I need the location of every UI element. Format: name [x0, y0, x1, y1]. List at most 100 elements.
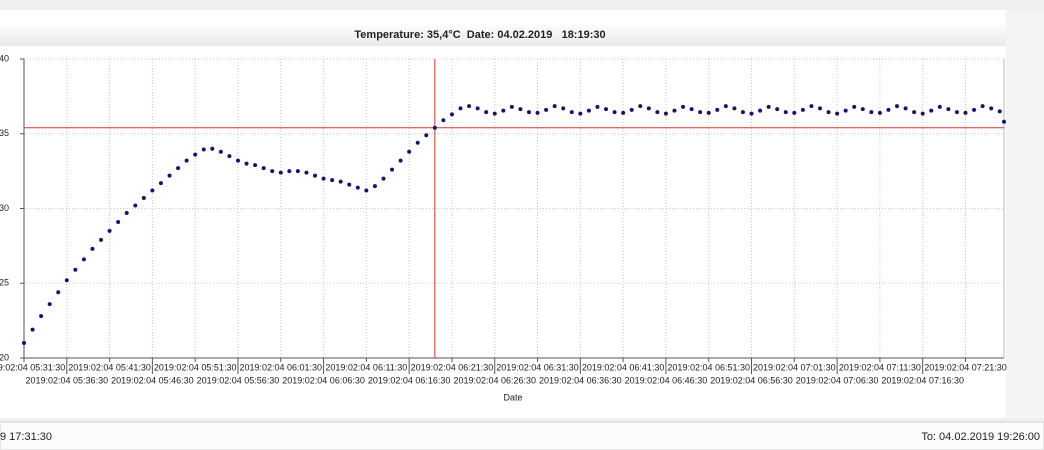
x-tick-label: 2019:02:04 05:46:30	[111, 375, 194, 385]
data-point	[381, 176, 386, 181]
data-point	[201, 147, 206, 152]
data-point	[758, 108, 763, 113]
x-tick-label: 2019:02:04 07:11:30	[839, 362, 921, 372]
data-point	[347, 182, 352, 187]
data-point	[158, 181, 163, 186]
data-point	[997, 109, 1002, 114]
data-point	[681, 104, 686, 109]
data-point	[980, 104, 985, 109]
data-point	[715, 107, 720, 112]
x-tick-label: 2019:02:04 06:56:30	[710, 375, 793, 385]
data-point	[843, 108, 848, 113]
data-point	[133, 203, 138, 208]
data-point	[1002, 119, 1006, 124]
data-point	[586, 108, 591, 113]
data-point	[295, 169, 300, 174]
data-point	[895, 104, 900, 109]
data-point	[56, 290, 61, 295]
data-point	[732, 106, 737, 111]
chart-title: Temperature: 35,4°C Date: 04.02.2019 18:…	[354, 29, 605, 41]
data-point	[920, 111, 925, 116]
data-point	[141, 196, 146, 201]
data-point	[972, 107, 977, 112]
data-point	[73, 267, 78, 272]
data-point	[484, 110, 489, 115]
title-band	[0, 24, 1006, 46]
data-point	[90, 246, 95, 251]
y-tick-label: 20	[0, 352, 9, 362]
data-point	[424, 133, 429, 138]
data-point	[595, 104, 600, 109]
data-point	[629, 107, 634, 112]
data-point	[638, 104, 643, 109]
x-tick-label: 2019:02:04 07:06:30	[796, 375, 879, 385]
data-point	[407, 149, 412, 154]
data-point	[287, 169, 292, 174]
y-tick-label: 40	[0, 53, 9, 63]
data-point	[826, 110, 831, 115]
data-point	[64, 278, 69, 283]
data-point	[869, 110, 874, 115]
data-point	[706, 110, 711, 115]
data-point	[475, 106, 480, 111]
data-point	[432, 125, 437, 130]
data-point	[184, 158, 189, 163]
data-point	[270, 169, 275, 174]
data-point	[689, 107, 694, 112]
data-point	[912, 110, 917, 115]
x-tick-label: 2019:02:04 05:36:30	[26, 375, 109, 385]
data-point	[903, 106, 908, 111]
footer-bar	[0, 421, 1044, 450]
data-point	[783, 110, 788, 115]
data-point	[886, 107, 891, 112]
data-point	[313, 173, 318, 178]
data-point	[304, 170, 309, 175]
x-tick-label: 2019:02:04 06:41:30	[582, 362, 665, 372]
data-point	[698, 110, 703, 115]
data-point	[655, 110, 660, 115]
data-point	[321, 176, 326, 181]
data-point	[364, 188, 369, 193]
data-point	[253, 163, 258, 168]
data-point	[792, 110, 797, 115]
data-point	[210, 146, 215, 151]
data-point	[672, 108, 677, 113]
data-point	[518, 107, 523, 112]
data-point	[749, 111, 754, 116]
data-point	[740, 110, 745, 115]
x-tick-label: 2019:02:04 05:56:30	[197, 375, 280, 385]
data-point	[946, 107, 951, 112]
x-tick-label: 2019:02:04 07:16:30	[881, 375, 964, 385]
data-point	[860, 107, 865, 112]
data-point	[937, 104, 942, 109]
data-point	[646, 106, 651, 111]
data-point	[372, 184, 377, 189]
data-point	[39, 314, 44, 319]
x-tick-label: 2019:02:04 06:26:30	[453, 375, 536, 385]
data-point	[800, 107, 805, 112]
data-point	[330, 178, 335, 183]
data-point	[809, 104, 814, 109]
data-point	[509, 104, 514, 109]
data-point	[612, 110, 617, 115]
data-point	[578, 111, 583, 116]
data-point	[569, 110, 574, 115]
x-tick-label: 2019:02:04 06:11:30	[325, 362, 407, 372]
data-point	[227, 154, 232, 159]
data-point	[244, 161, 249, 166]
data-point	[449, 112, 454, 117]
data-point	[355, 185, 360, 190]
data-point	[963, 110, 968, 115]
data-point	[107, 228, 112, 233]
x-tick-label: 2019:02:04 05:41:30	[68, 362, 151, 372]
data-point	[47, 302, 52, 307]
data-point	[415, 140, 420, 145]
data-point	[535, 110, 540, 115]
x-tick-label: 2019:02:04 06:06:30	[282, 375, 365, 385]
chart-panel	[0, 10, 1010, 418]
data-point	[501, 108, 506, 113]
data-point	[621, 110, 626, 115]
data-point	[954, 110, 959, 115]
